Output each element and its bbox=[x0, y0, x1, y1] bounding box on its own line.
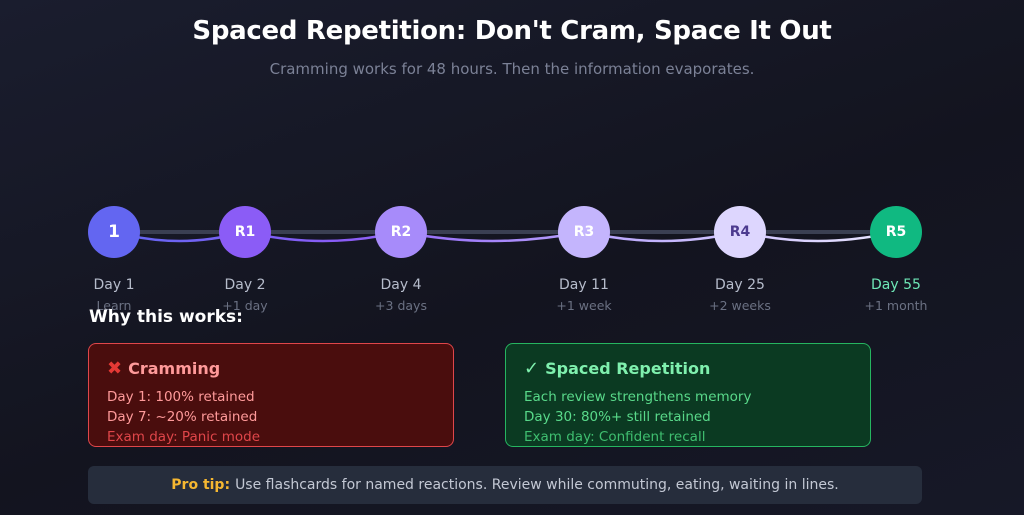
timeline-node: R2 bbox=[375, 206, 427, 258]
timeline-node: 1 bbox=[88, 206, 140, 258]
cramming-line: Day 7: ~20% retained bbox=[107, 409, 258, 425]
timeline-day-label: Day 11 bbox=[559, 277, 609, 293]
timeline-node: R5 bbox=[870, 206, 922, 258]
timeline-node: R1 bbox=[219, 206, 271, 258]
cross-mark-icon: ✖ bbox=[107, 358, 123, 379]
timeline-day-label: Day 2 bbox=[224, 277, 266, 293]
timeline-day-label: Day 55 bbox=[871, 277, 921, 293]
timeline-interval-label: +3 days bbox=[375, 298, 427, 313]
pro-tip-banner: Pro tip: Use flashcards for named reacti… bbox=[88, 466, 922, 504]
spaced-card-title: ✓ Spaced Repetition bbox=[524, 358, 852, 379]
spaced-repetition-card: ✓ Spaced Repetition Each review strength… bbox=[505, 343, 871, 447]
pro-tip-text: Use flashcards for named reactions. Revi… bbox=[235, 477, 839, 493]
timeline-interval-label: +1 day bbox=[222, 298, 268, 313]
cramming-card-title: ✖ Cramming bbox=[107, 358, 435, 379]
timeline-interval-label: +1 month bbox=[864, 298, 928, 313]
cramming-line: Day 1: 100% retained bbox=[107, 389, 255, 405]
timeline-node: R3 bbox=[558, 206, 610, 258]
timeline-day-label: Day 25 bbox=[715, 277, 765, 293]
cramming-card: ✖ Cramming Day 1: 100% retained Day 7: ~… bbox=[88, 343, 454, 447]
check-mark-icon: ✓ bbox=[524, 358, 540, 379]
timeline-day-label: Day 4 bbox=[380, 277, 422, 293]
timeline-interval-label: +1 week bbox=[556, 298, 612, 313]
spaced-line: Day 30: 80%+ still retained bbox=[524, 409, 711, 425]
page-subtitle: Cramming works for 48 hours. Then the in… bbox=[269, 60, 755, 78]
cramming-title-text: Cramming bbox=[128, 359, 221, 378]
timeline-interval-label: +2 weeks bbox=[709, 298, 771, 313]
spaced-title-text: Spaced Repetition bbox=[545, 359, 711, 378]
timeline-day-label: Day 1 bbox=[93, 277, 135, 293]
page-title: Spaced Repetition: Don't Cram, Space It … bbox=[192, 16, 832, 46]
why-heading: Why this works: bbox=[89, 307, 243, 327]
spaced-line: Exam day: Confident recall bbox=[524, 429, 706, 445]
timeline-node: R4 bbox=[714, 206, 766, 258]
cramming-line: Exam day: Panic mode bbox=[107, 429, 261, 445]
pro-tip-label: Pro tip: bbox=[171, 477, 231, 493]
timeline-interval-label: Learn bbox=[96, 298, 132, 313]
spaced-line: Each review strengthens memory bbox=[524, 389, 752, 405]
